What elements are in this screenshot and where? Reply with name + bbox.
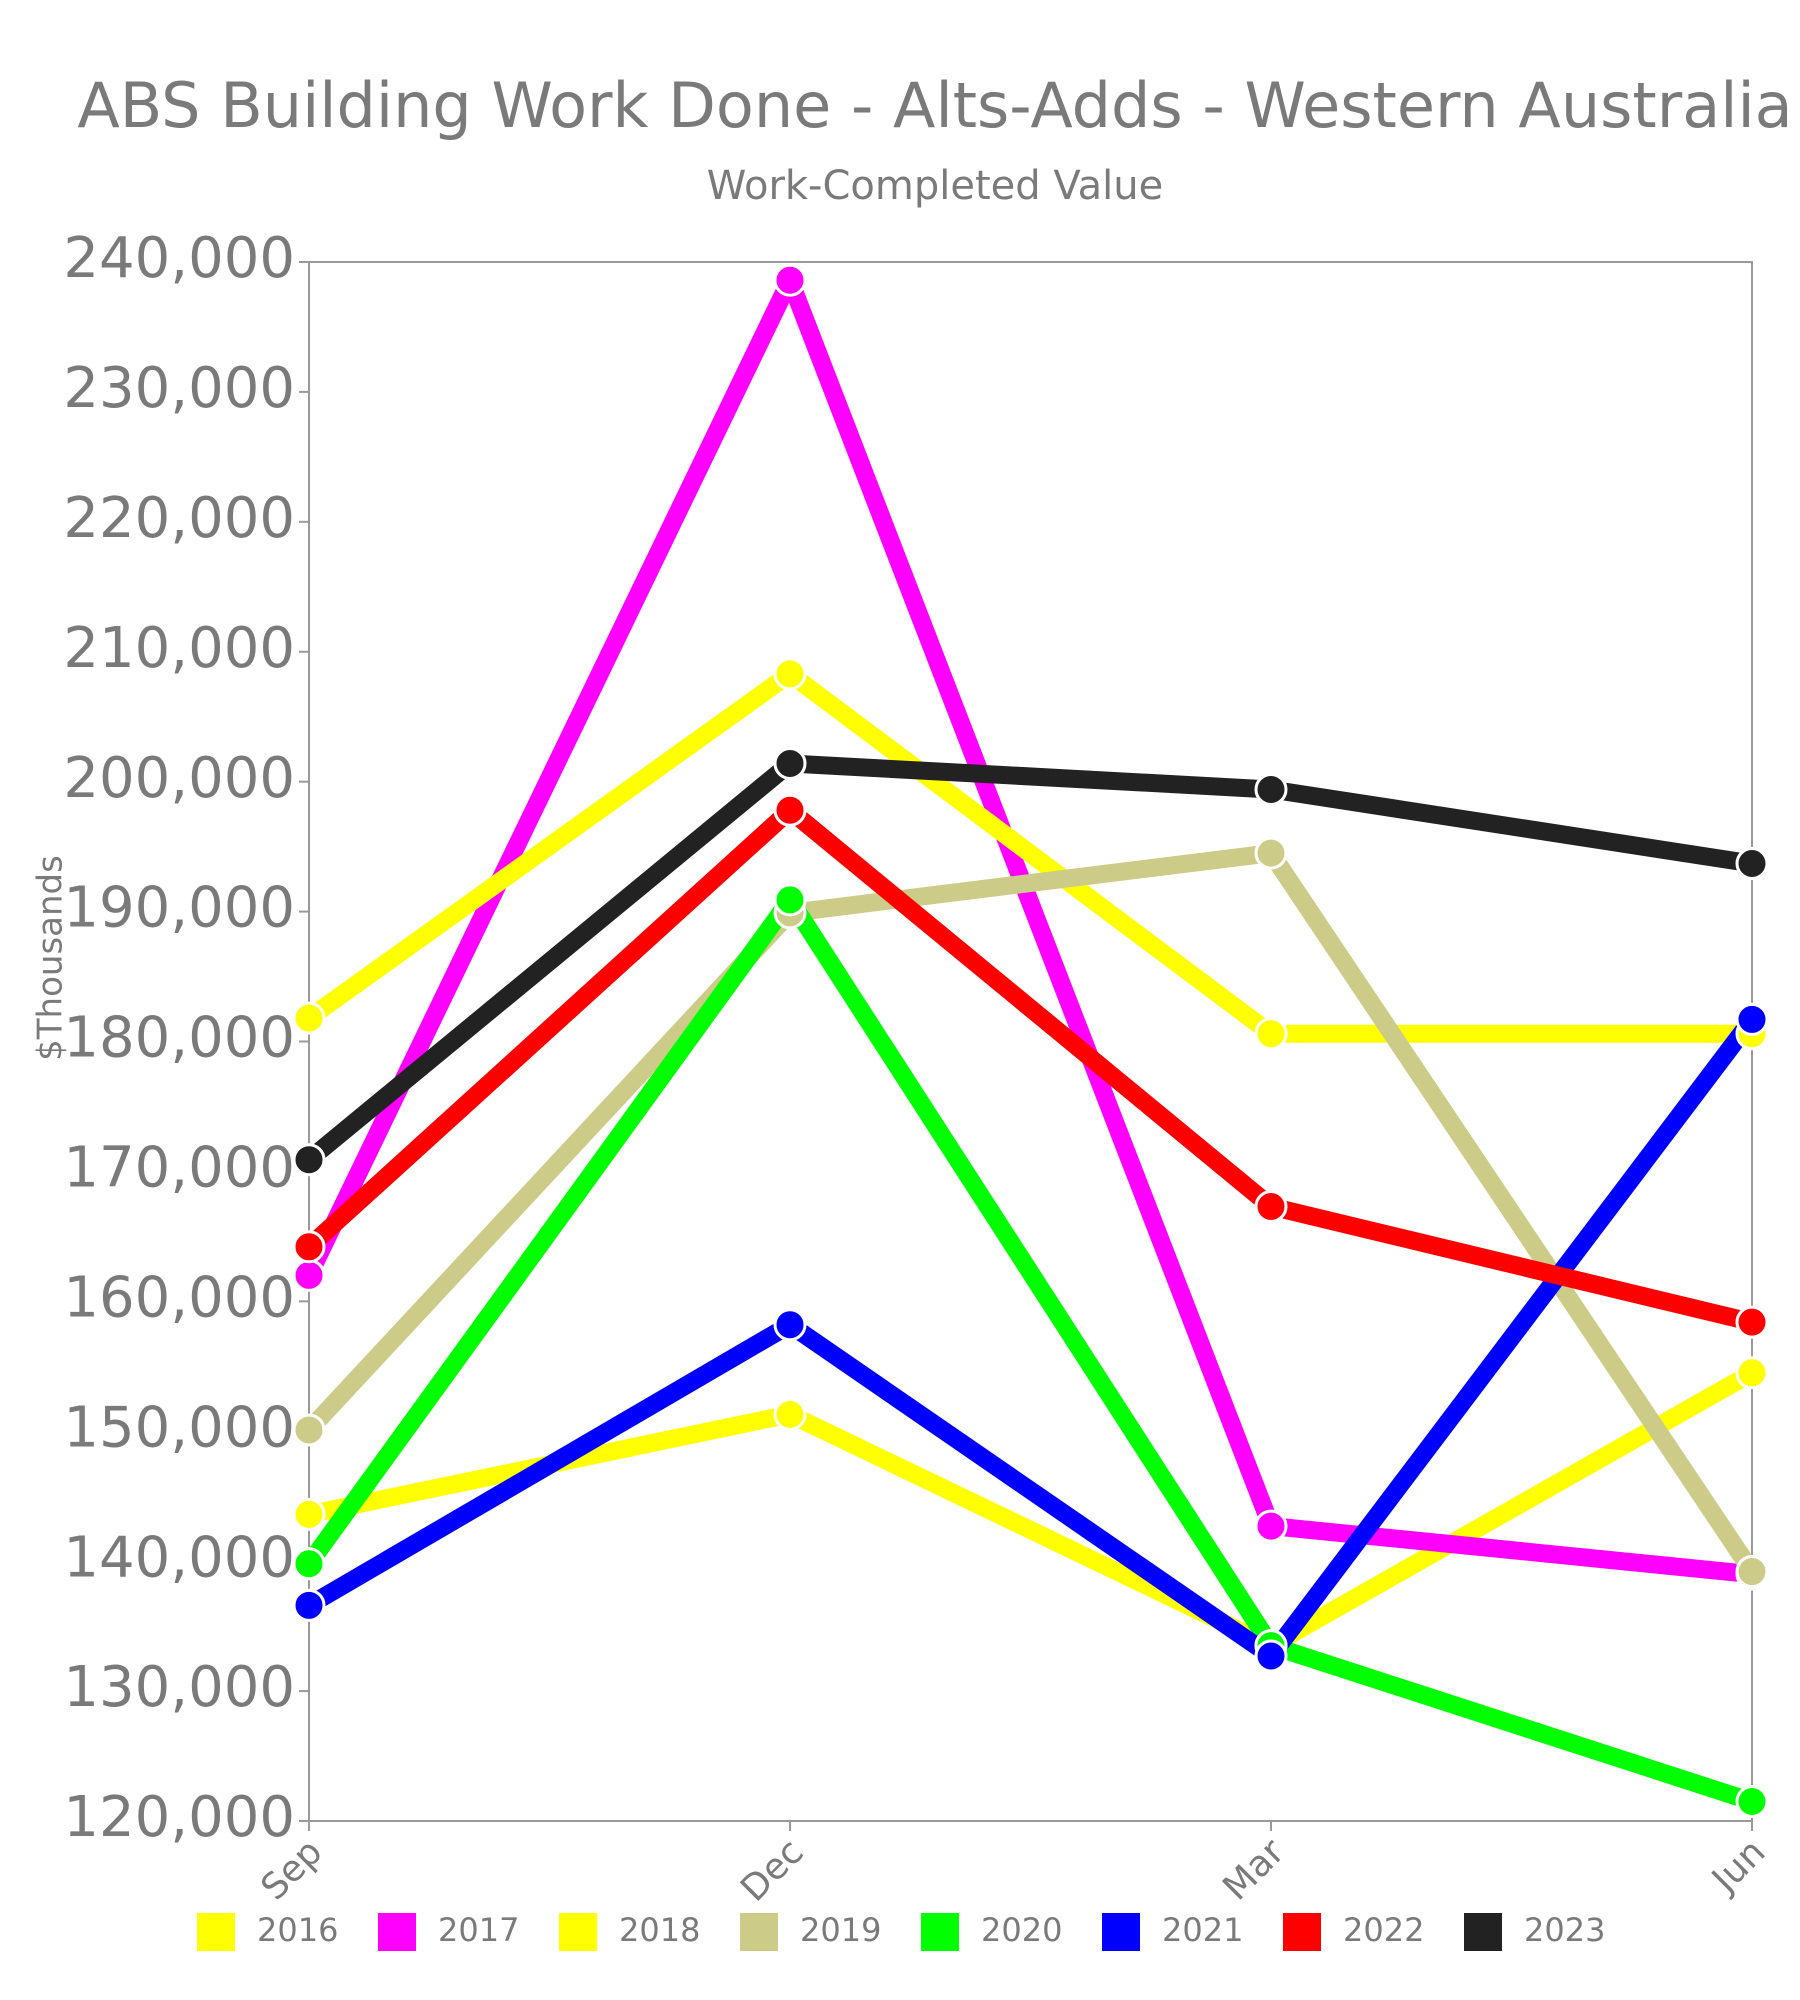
series-line bbox=[300, 271, 1753, 1584]
series-line bbox=[302, 844, 1760, 1577]
legend-label: 2021 bbox=[1162, 1911, 1243, 1949]
series-line bbox=[302, 801, 1755, 1331]
x-tick-label: Mar bbox=[1215, 1831, 1292, 1908]
y-tick-label: 160,000 bbox=[63, 1265, 295, 1330]
series-line bbox=[303, 664, 1752, 1043]
legend-label: 2019 bbox=[800, 1911, 881, 1949]
x-tick-label: Jun bbox=[1703, 1831, 1773, 1901]
legend-label: 2020 bbox=[981, 1911, 1062, 1949]
legend-swatch bbox=[197, 1913, 235, 1951]
data-point bbox=[1735, 847, 1769, 881]
series-line bbox=[303, 754, 1754, 1167]
data-point bbox=[292, 1547, 326, 1581]
data-point bbox=[1254, 1017, 1288, 1051]
y-tick-label: 220,000 bbox=[63, 486, 295, 551]
data-point bbox=[292, 1230, 326, 1264]
data-point bbox=[773, 883, 807, 917]
data-point bbox=[1735, 1356, 1769, 1390]
legend-label: 2023 bbox=[1524, 1911, 1605, 1949]
data-point bbox=[773, 1308, 807, 1342]
data-point bbox=[773, 746, 807, 780]
y-tick-label: 240,000 bbox=[63, 226, 295, 291]
legend-swatch bbox=[1283, 1913, 1321, 1951]
y-tick-label: 130,000 bbox=[63, 1655, 295, 1720]
data-point bbox=[1735, 1555, 1769, 1589]
legend-swatch bbox=[1464, 1913, 1502, 1951]
x-tick-label: Dec bbox=[733, 1831, 811, 1909]
data-point bbox=[292, 1497, 326, 1531]
data-point bbox=[773, 1397, 807, 1431]
legend-swatch bbox=[740, 1913, 778, 1951]
data-point bbox=[292, 1258, 326, 1292]
data-point bbox=[292, 1413, 326, 1447]
chart-title: ABS Building Work Done - Alts-Adds - Wes… bbox=[77, 69, 1792, 142]
y-tick-label: 170,000 bbox=[63, 1136, 295, 1201]
data-point bbox=[1735, 1785, 1769, 1819]
y-tick-label: 190,000 bbox=[63, 876, 295, 941]
legend-label: 2017 bbox=[438, 1911, 519, 1949]
legend-swatch bbox=[378, 1913, 416, 1951]
data-point bbox=[1254, 1639, 1288, 1673]
data-point bbox=[292, 1588, 326, 1622]
data-point bbox=[773, 793, 807, 827]
legend-swatch bbox=[921, 1913, 959, 1951]
data-point bbox=[1735, 1305, 1769, 1339]
data-point bbox=[292, 1001, 326, 1035]
y-tick-label: 210,000 bbox=[63, 616, 295, 681]
data-point bbox=[1254, 1189, 1288, 1223]
data-point bbox=[292, 1143, 326, 1177]
data-point bbox=[1735, 1002, 1769, 1036]
y-tick-label: 120,000 bbox=[63, 1785, 295, 1850]
data-point bbox=[773, 263, 807, 297]
chart-subtitle: Work-Completed Value bbox=[707, 163, 1163, 209]
data-point bbox=[1254, 836, 1288, 870]
y-tick-label: 230,000 bbox=[63, 356, 295, 421]
legend-label: 2016 bbox=[257, 1911, 338, 1949]
legend-swatch bbox=[559, 1913, 597, 1951]
y-tick-label: 140,000 bbox=[63, 1525, 295, 1590]
y-tick-label: 200,000 bbox=[63, 746, 295, 811]
legend-swatch bbox=[1102, 1913, 1140, 1951]
data-point bbox=[1254, 1509, 1288, 1543]
series-line bbox=[301, 890, 1755, 1811]
y-axis-label: $Thousands bbox=[31, 855, 71, 1061]
data-point bbox=[773, 657, 807, 691]
legend-label: 2018 bbox=[619, 1911, 700, 1949]
y-tick-label: 150,000 bbox=[63, 1395, 295, 1460]
data-point bbox=[1254, 772, 1288, 806]
series-line bbox=[307, 1364, 1757, 1655]
y-tick-label: 180,000 bbox=[63, 1006, 295, 1071]
series-line bbox=[304, 1013, 1760, 1666]
legend-label: 2022 bbox=[1343, 1911, 1424, 1949]
